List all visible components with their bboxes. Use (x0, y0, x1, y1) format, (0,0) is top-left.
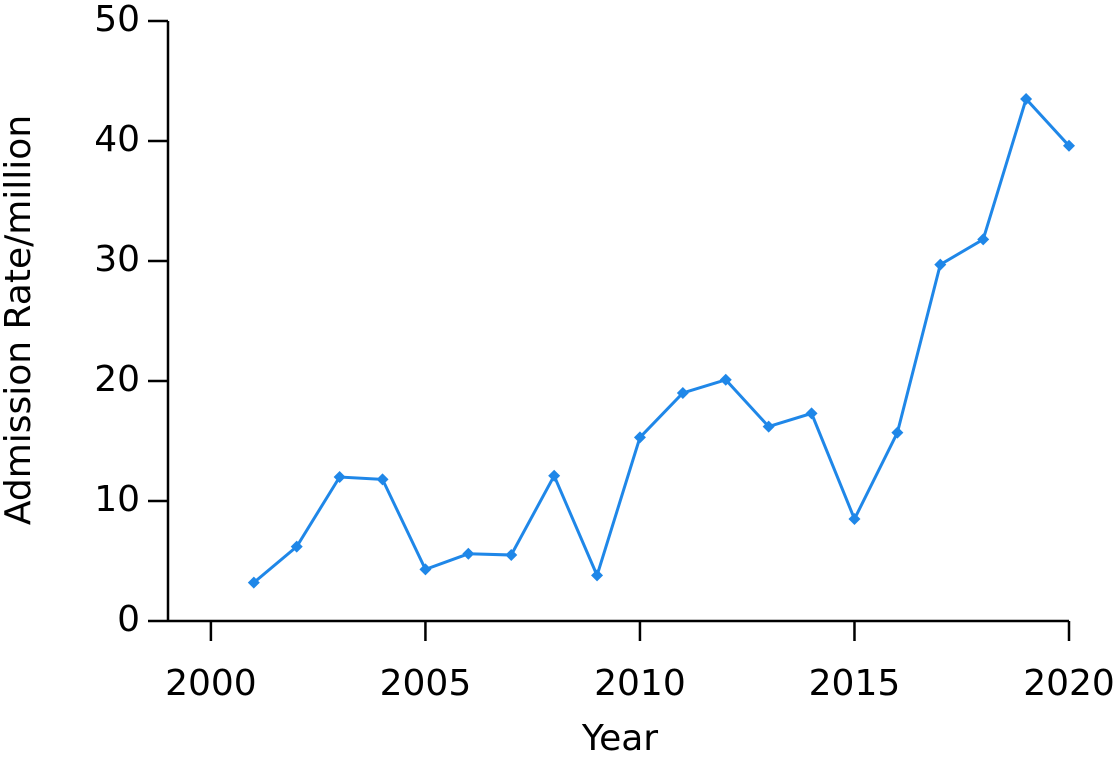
marker (1020, 93, 1033, 105)
x-tick-label: 2015 (809, 663, 901, 704)
marker (247, 576, 260, 589)
y-tick-label: 30 (94, 239, 140, 280)
marker (548, 469, 561, 482)
line (252, 96, 1071, 584)
y-tick-label: 20 (94, 359, 140, 400)
marker (1063, 139, 1075, 152)
marker (376, 473, 389, 486)
y-axis-label: Admission Rate/million (0, 115, 39, 525)
y-tick-label: 40 (94, 119, 140, 160)
marker (419, 563, 432, 576)
marker (719, 373, 732, 386)
marker (290, 540, 303, 553)
marker (762, 420, 775, 433)
marker (805, 407, 818, 420)
marker (505, 549, 518, 561)
x-tick-label: 2000 (165, 663, 257, 704)
marker (462, 547, 475, 560)
x-tick-label: 2010 (594, 663, 686, 704)
y-tick-label: 10 (94, 479, 140, 520)
x-tick-label: 2020 (1023, 663, 1115, 704)
marker (848, 513, 861, 525)
y-tick-label: 0 (117, 599, 140, 640)
marker (633, 431, 646, 444)
x-axis-label: Year (581, 718, 658, 759)
marker (891, 426, 904, 439)
marker (977, 233, 990, 246)
marker (333, 471, 346, 483)
marker (676, 387, 689, 399)
marker (934, 258, 947, 271)
x-tick-label: 2005 (380, 663, 472, 704)
marker (591, 569, 604, 582)
y-tick-label: 50 (94, 0, 140, 40)
